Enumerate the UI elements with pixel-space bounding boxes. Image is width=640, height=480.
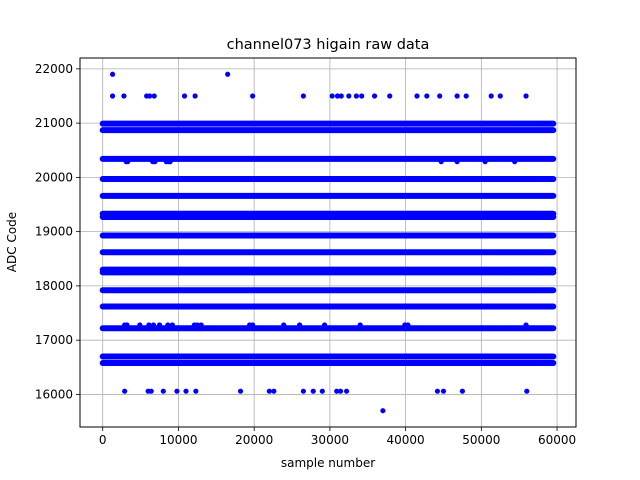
data-point	[109, 93, 116, 99]
data-point	[424, 93, 430, 99]
data-point	[250, 93, 256, 99]
data-point	[337, 388, 344, 394]
data-point	[334, 388, 340, 394]
data-point	[329, 93, 335, 99]
y-tick-label: 17000	[35, 333, 73, 347]
data-point	[434, 388, 441, 394]
x-tick-label: 30000	[311, 433, 349, 447]
data-point	[440, 388, 447, 394]
data-point	[463, 93, 469, 99]
data-points	[109, 71, 530, 414]
chart-title: channel073 higain raw data	[227, 37, 430, 53]
data-point	[319, 388, 325, 394]
data-point	[297, 322, 303, 328]
data-point	[321, 322, 328, 328]
data-point	[359, 93, 365, 99]
data-point	[414, 93, 420, 99]
data-point	[125, 159, 131, 165]
y-tick-label: 16000	[35, 387, 73, 401]
data-point	[459, 388, 466, 394]
data-point	[523, 93, 529, 99]
data-point	[167, 159, 173, 165]
y-axis-title: ADC Code	[5, 212, 19, 272]
x-tick-label: 20000	[235, 433, 273, 447]
data-point	[497, 93, 503, 99]
x-tick-label: 60000	[538, 433, 576, 447]
data-point	[174, 388, 180, 394]
data-point	[438, 159, 444, 165]
data-point	[387, 93, 393, 99]
data-bands	[99, 120, 557, 366]
y-axis-ticks: 16000 17000 18000 19000 20000 21000 22000	[35, 62, 80, 401]
data-point	[482, 159, 488, 165]
plot-frame	[79, 57, 577, 428]
data-point	[151, 93, 157, 99]
data-point	[181, 93, 188, 99]
data-point	[266, 388, 272, 394]
data-point	[343, 388, 350, 394]
data-point	[160, 388, 166, 394]
x-tick-label: 50000	[462, 433, 500, 447]
data-point	[193, 388, 199, 394]
data-point	[300, 388, 306, 394]
data-point	[192, 93, 198, 99]
data-point	[454, 93, 460, 99]
x-tick-label: 40000	[387, 433, 425, 447]
data-point	[371, 93, 378, 99]
data-point	[250, 322, 256, 328]
y-tick-label: 20000	[35, 170, 73, 184]
data-point	[121, 93, 127, 99]
y-tick-label: 18000	[35, 279, 73, 293]
data-point	[165, 322, 171, 328]
data-point	[512, 159, 518, 165]
data-point	[137, 322, 143, 328]
data-point	[225, 71, 231, 77]
data-point	[156, 322, 163, 328]
data-point	[148, 388, 154, 394]
data-point	[109, 71, 116, 77]
data-point	[353, 93, 359, 99]
data-point	[338, 93, 344, 99]
data-point	[169, 322, 175, 328]
data-point	[150, 322, 157, 328]
data-point	[405, 322, 411, 328]
data-point	[523, 322, 529, 328]
y-tick-label: 21000	[35, 116, 73, 130]
x-tick-label: 0	[99, 433, 107, 447]
data-point	[124, 322, 130, 328]
x-tick-label: 10000	[159, 433, 197, 447]
grid-lines	[80, 58, 576, 427]
data-point	[183, 388, 189, 394]
data-point	[300, 93, 306, 99]
data-point	[357, 322, 363, 328]
data-point	[122, 388, 128, 394]
data-point	[281, 322, 287, 328]
data-point	[524, 388, 530, 394]
data-point	[194, 322, 200, 328]
data-point	[437, 93, 443, 99]
data-point	[146, 322, 152, 328]
y-tick-label: 19000	[35, 225, 73, 239]
data-point	[334, 93, 341, 99]
data-point	[237, 388, 244, 394]
data-point	[198, 322, 204, 328]
data-point	[271, 388, 277, 394]
data-point	[380, 408, 386, 414]
data-point	[152, 159, 158, 165]
x-axis-ticks: 0 10000 20000 30000 40000 50000 60000	[99, 427, 576, 447]
x-axis-title: sample number	[281, 456, 375, 470]
data-point	[346, 93, 352, 99]
data-point	[310, 388, 316, 394]
y-tick-label: 22000	[35, 62, 73, 76]
data-point	[147, 93, 153, 99]
data-point	[488, 93, 494, 99]
data-point	[454, 159, 460, 165]
